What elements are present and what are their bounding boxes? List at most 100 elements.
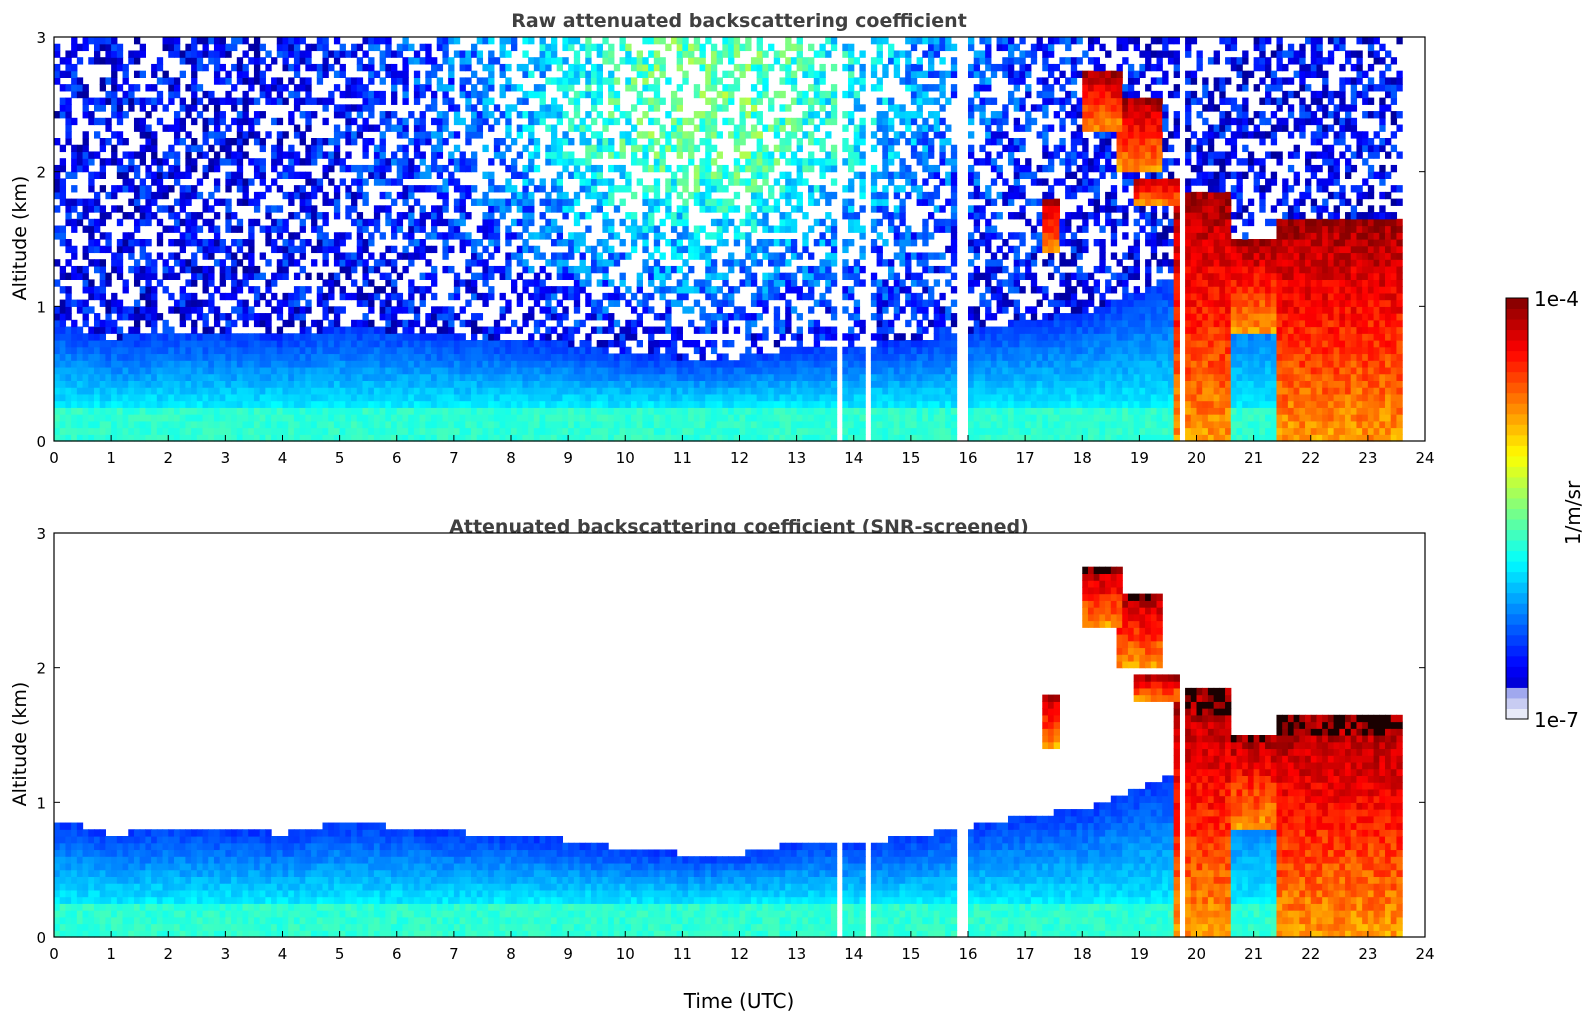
heatmap-cell [185,414,192,422]
heatmap-cell [762,245,769,254]
heatmap-cell [54,70,61,78]
heatmap-cell [522,90,529,99]
heatmap-cell [413,138,421,146]
heatmap-cell [699,400,706,408]
heatmap-cell [533,185,541,193]
heatmap-cell [322,434,329,442]
heatmap-cell [231,420,238,429]
heatmap-cell [168,151,175,159]
heatmap-cell [642,185,649,193]
heatmap-cell [362,84,369,92]
heatmap-cell [276,360,284,368]
heatmap-cell [585,353,592,361]
heatmap-cell [76,414,84,422]
heatmap-cell [705,319,712,328]
heatmap-cell [459,117,466,126]
heatmap-cell [516,292,524,301]
heatmap-cell [539,373,546,381]
heatmap-cell [653,373,661,381]
heatmap-cell [425,434,432,442]
heatmap-cell [556,333,564,341]
heatmap-cell [65,171,72,179]
heatmap-cell [236,57,244,65]
heatmap-cell [322,63,329,72]
heatmap-cell [545,205,552,213]
heatmap-cell [219,158,226,166]
heatmap-cell [471,366,478,375]
heatmap-cell [328,286,335,294]
heatmap-cell [59,366,67,375]
heatmap-cell [459,279,466,287]
heatmap-cell [590,346,598,355]
heatmap-cell [482,77,489,85]
heatmap-cell [253,373,261,381]
heatmap-cell [139,144,146,153]
heatmap-cell [151,97,158,105]
heatmap-cell [590,380,598,388]
heatmap-cell [505,185,512,193]
heatmap-cell [99,84,107,92]
heatmap-cell [522,427,529,435]
heatmap-cell [436,393,444,402]
heatmap-cell [373,171,381,179]
heatmap-cell [316,387,324,395]
heatmap-cell [253,286,261,294]
heatmap-cell [322,171,329,179]
heatmap-cell [419,117,426,126]
heatmap-cell [750,319,758,328]
heatmap-cell [196,313,204,321]
heatmap-cell [562,340,569,348]
heatmap-cell [116,299,124,307]
heatmap-cell [722,353,729,361]
heatmap-cell [413,427,421,435]
heatmap-cell [625,57,632,65]
heatmap-cell [676,239,683,247]
heatmap-cell [625,333,632,341]
heatmap-cell [379,158,386,166]
heatmap-cell [745,97,752,105]
heatmap-cell [122,164,129,173]
heatmap-cell [505,104,512,112]
heatmap-cell [533,279,541,287]
heatmap-cell [288,158,295,166]
heatmap-cell [156,90,164,99]
heatmap-cell [156,353,164,361]
heatmap-cell [562,43,569,52]
heatmap-cell [625,400,632,408]
heatmap-cell [145,138,152,146]
heatmap-cell [608,400,615,408]
heatmap-cell [762,414,769,422]
heatmap-cell [471,400,478,408]
heatmap-cell [642,70,649,78]
heatmap-cell [665,111,672,119]
heatmap-cell [659,164,666,173]
heatmap-cell [162,104,169,112]
heatmap-cell [670,346,678,355]
heatmap-cell [745,212,752,220]
heatmap-cell [550,178,558,186]
heatmap-cell [185,84,192,92]
heatmap-cell [716,414,723,422]
heatmap-cell [619,239,626,247]
heatmap-cell [191,218,198,227]
heatmap-cell [739,63,746,72]
heatmap-cell [728,252,735,260]
heatmap-cell [391,151,398,159]
heatmap-cell [71,400,78,408]
heatmap-cell [693,239,701,247]
heatmap-cell [568,252,575,260]
heatmap-cell [122,151,129,159]
heatmap-cell [442,306,449,314]
heatmap-cell [419,434,426,442]
heatmap-cell [648,292,655,301]
heatmap-cell [208,279,215,287]
heatmap-cell [556,272,564,280]
heatmap-cell [276,366,284,375]
heatmap-cell [379,434,386,442]
heatmap-cell [642,164,649,173]
heatmap-cell [636,70,643,78]
heatmap-cell [219,198,226,206]
heatmap-cell [585,380,592,388]
heatmap-cell [488,333,495,341]
heatmap-cell [545,286,552,294]
